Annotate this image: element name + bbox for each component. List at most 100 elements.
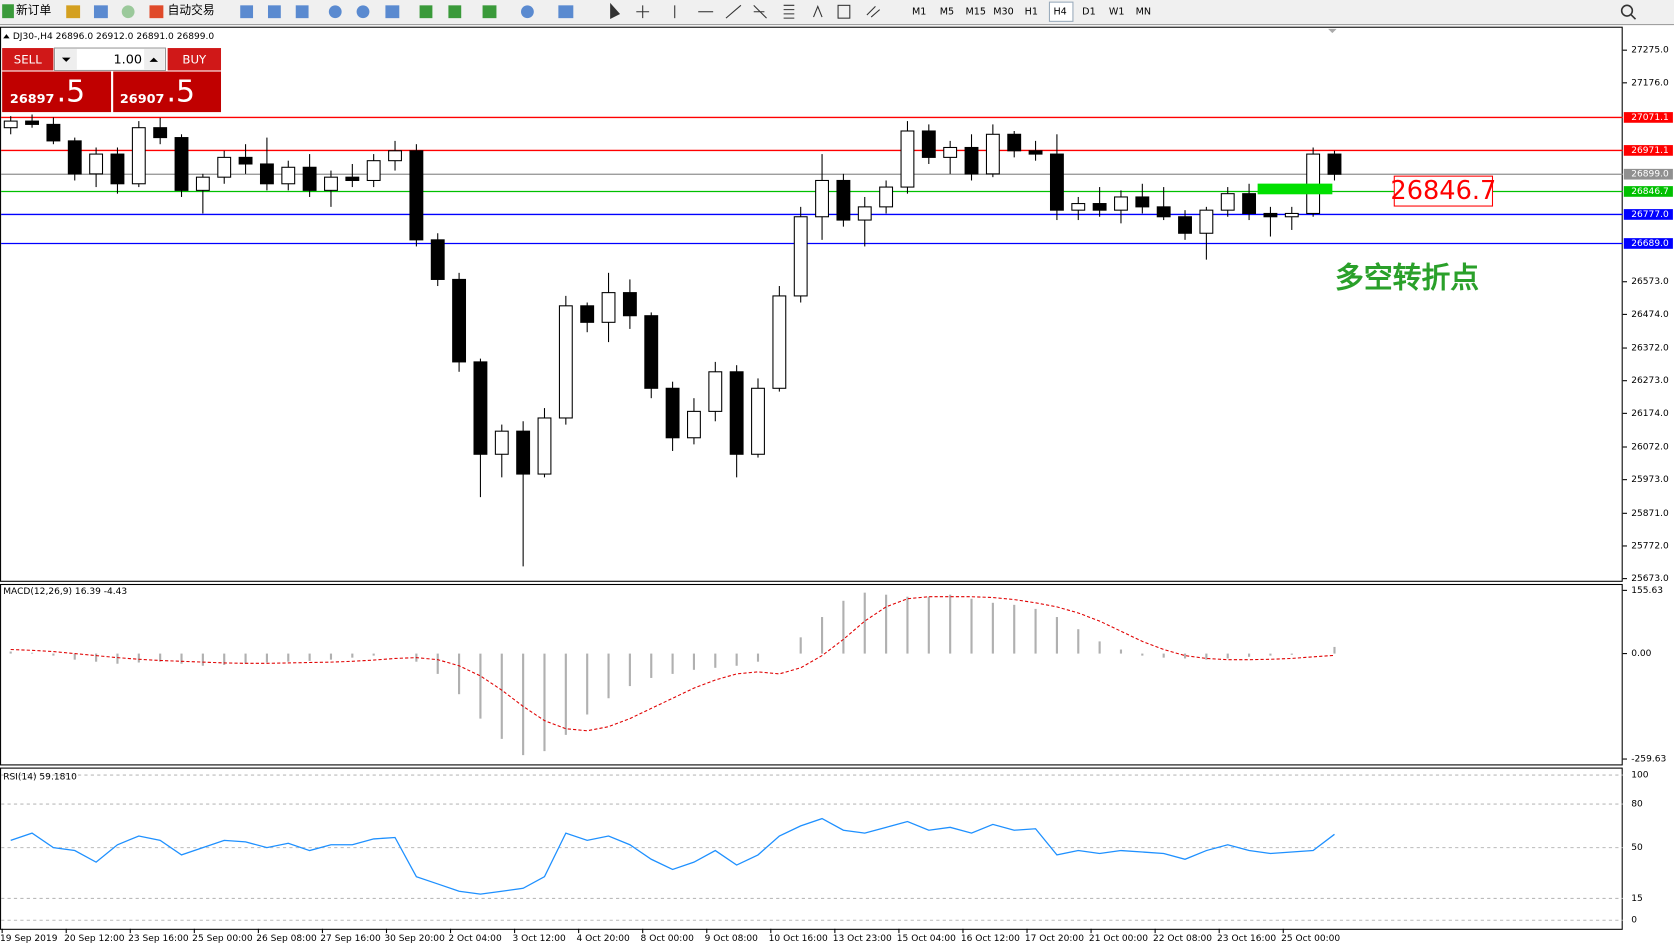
candle-body bbox=[687, 410, 701, 439]
candle-body bbox=[110, 153, 125, 185]
lot-value[interactable]: 1.00 bbox=[114, 52, 143, 67]
x-tick-label: 3 Oct 12:00 bbox=[512, 934, 566, 944]
toolbar-icon[interactable] bbox=[267, 5, 281, 19]
candle-body bbox=[1199, 209, 1214, 234]
candle-body bbox=[985, 133, 1000, 175]
timeframe-button[interactable]: M5 bbox=[940, 7, 954, 18]
timeframe-button[interactable]: W1 bbox=[1109, 7, 1125, 18]
x-tick-label: 2 Oct 04:00 bbox=[448, 934, 502, 944]
candle-body bbox=[89, 153, 104, 175]
x-tick-label: 25 Sep 00:00 bbox=[192, 934, 253, 944]
macd-frame bbox=[0, 583, 1623, 766]
cursor-tool[interactable] bbox=[610, 2, 621, 20]
new-order-button[interactable]: 新订单 bbox=[16, 3, 51, 17]
price-label: 26899.0 bbox=[1631, 170, 1669, 180]
toolbar-icon[interactable] bbox=[482, 5, 497, 19]
candle-body bbox=[3, 120, 18, 129]
sell-button[interactable] bbox=[2, 48, 54, 71]
buy-pips[interactable]: .5 bbox=[167, 74, 196, 109]
timeframe-button[interactable]: H4 bbox=[1053, 7, 1066, 18]
timeframe-button[interactable]: M30 bbox=[993, 7, 1014, 18]
price-label: 27071.1 bbox=[1631, 113, 1668, 123]
macd-title: MACD(12,26,9) 16.39 -4.43 bbox=[3, 587, 127, 597]
price-label: 26689.0 bbox=[1631, 239, 1669, 249]
sell-label[interactable]: SELL bbox=[14, 52, 42, 66]
candle-body bbox=[751, 387, 765, 455]
toolbar-icon[interactable] bbox=[240, 5, 254, 19]
candle-body bbox=[217, 156, 232, 178]
toolbar-icon[interactable] bbox=[385, 5, 400, 19]
price-box-text: 26846.7 bbox=[1390, 176, 1496, 206]
toolbar-icon[interactable] bbox=[558, 5, 574, 19]
candle-body bbox=[131, 127, 146, 185]
candle-body bbox=[238, 156, 253, 165]
y-tick-label: 27176.0 bbox=[1631, 78, 1669, 88]
candle-body bbox=[580, 305, 595, 323]
x-tick-label: 20 Sep 12:00 bbox=[64, 934, 125, 944]
timeframe-bar: M1 M5 M15 M30 H1 H4 D1 W1 MN bbox=[912, 7, 1151, 18]
chart-header: DJ30-,H4 26896.0 26912.0 26891.0 26899.0 bbox=[13, 32, 215, 42]
toolbar-icon[interactable] bbox=[93, 5, 108, 19]
toolbar-icon[interactable] bbox=[521, 5, 534, 19]
rsi-title: RSI(14) 59.1810 bbox=[3, 773, 77, 783]
rsi-line bbox=[10, 817, 1335, 895]
y-tick-label: 25772.0 bbox=[1631, 541, 1669, 551]
buy-button[interactable] bbox=[167, 48, 222, 71]
trade-panel: SELL 1.00 BUY 26897 .5 26907 .5 bbox=[2, 47, 222, 113]
arrow-tool[interactable] bbox=[866, 6, 881, 18]
channel-tool[interactable] bbox=[753, 4, 767, 19]
candle-body bbox=[964, 146, 979, 175]
candle-body bbox=[281, 166, 296, 185]
crosshair-tool[interactable] bbox=[636, 5, 650, 19]
candle-body bbox=[836, 179, 851, 221]
toolbar-icon[interactable] bbox=[328, 5, 342, 19]
y-tick-label: 0.00 bbox=[1631, 649, 1651, 659]
auto-trading-icon[interactable] bbox=[149, 5, 164, 19]
candle-body bbox=[1327, 153, 1342, 175]
toolbar-icon[interactable] bbox=[121, 5, 135, 19]
y-tick-label: 26174.0 bbox=[1631, 409, 1669, 419]
candle-body bbox=[430, 239, 445, 280]
search-button[interactable] bbox=[1620, 4, 1634, 17]
toolbar-icon[interactable] bbox=[448, 5, 462, 19]
x-tick-label: 17 Oct 20:00 bbox=[1025, 934, 1084, 944]
sell-price-box[interactable] bbox=[2, 71, 112, 113]
collapse-arrow[interactable] bbox=[3, 34, 10, 39]
buy-price[interactable]: 26907 bbox=[120, 92, 165, 107]
toolbar-icon[interactable] bbox=[66, 5, 81, 19]
trendline-tool[interactable] bbox=[725, 4, 742, 19]
toolbar-icon[interactable] bbox=[419, 5, 433, 19]
text-tool[interactable] bbox=[813, 4, 823, 18]
timeframe-button[interactable]: M1 bbox=[912, 7, 926, 18]
new-order-icon[interactable] bbox=[2, 4, 14, 19]
candle-body bbox=[195, 176, 210, 191]
price-label: 26777.0 bbox=[1631, 210, 1669, 220]
fibo-tool[interactable] bbox=[783, 4, 795, 19]
candle-body bbox=[708, 371, 723, 412]
sell-price[interactable]: 26897 bbox=[10, 92, 55, 107]
lot-input[interactable] bbox=[53, 47, 167, 71]
buy-price-box[interactable] bbox=[113, 71, 222, 113]
sell-pips[interactable]: .5 bbox=[57, 74, 86, 109]
toolbar-icon[interactable] bbox=[356, 5, 370, 19]
y-tick-label: 26372.0 bbox=[1631, 344, 1669, 354]
signal-line bbox=[10, 596, 1335, 732]
candle-body bbox=[943, 146, 958, 158]
timeframe-button[interactable]: MN bbox=[1136, 7, 1151, 18]
label-tool[interactable] bbox=[837, 4, 851, 19]
candle-body bbox=[921, 130, 936, 158]
candle-body bbox=[473, 361, 488, 455]
y-tick-label: 50 bbox=[1631, 843, 1643, 853]
buy-label[interactable]: BUY bbox=[182, 52, 207, 66]
x-tick-label: 22 Oct 08:00 bbox=[1153, 934, 1212, 944]
price-label: 26846.7 bbox=[1631, 187, 1668, 197]
timeframe-button[interactable]: H1 bbox=[1025, 7, 1038, 18]
timeframe-button[interactable]: M15 bbox=[966, 7, 986, 18]
auto-trading-button[interactable]: 自动交易 bbox=[168, 3, 215, 17]
toolbar-icon[interactable] bbox=[295, 5, 309, 19]
lot-increase-arrow bbox=[149, 57, 159, 62]
candle-body bbox=[345, 176, 360, 182]
candle-body bbox=[879, 186, 894, 208]
timeframe-button[interactable]: D1 bbox=[1082, 7, 1096, 18]
